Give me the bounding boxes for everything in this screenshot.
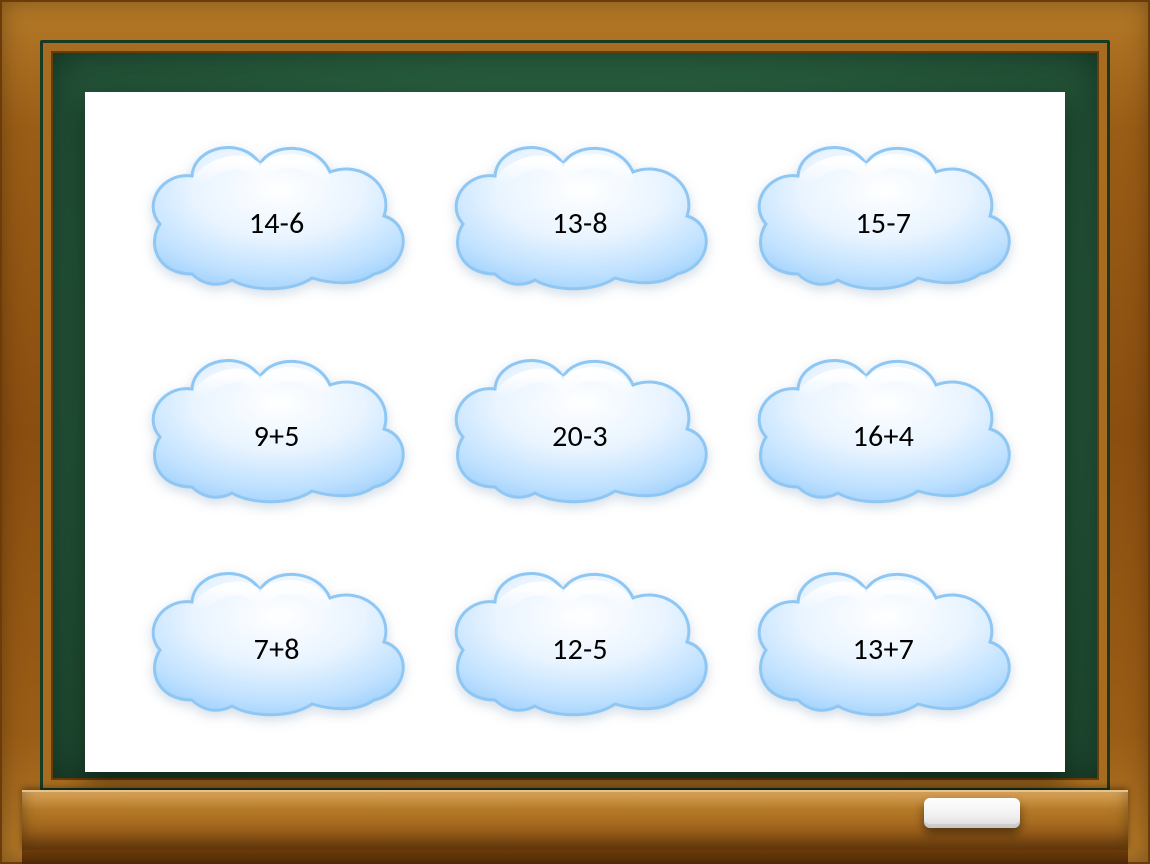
cloud-icon xyxy=(132,337,422,527)
cloud-icon xyxy=(738,550,1028,740)
cloud-cell: 16+4 xyxy=(738,337,1028,527)
stage: 14-6 13-8 xyxy=(0,0,1150,864)
cloud-cell: 14-6 xyxy=(132,124,422,314)
cloud-cell: 12-5 xyxy=(435,550,725,740)
cloud-cell: 15-7 xyxy=(738,124,1028,314)
eraser-icon xyxy=(924,798,1020,828)
cloud-cell: 13+7 xyxy=(738,550,1028,740)
slide-area: 14-6 13-8 xyxy=(85,92,1065,772)
cloud-grid: 14-6 13-8 xyxy=(130,122,1030,742)
cloud-cell: 13-8 xyxy=(435,124,725,314)
cloud-cell: 20-3 xyxy=(435,337,725,527)
cloud-icon xyxy=(738,337,1028,527)
cloud-icon xyxy=(132,550,422,740)
cloud-icon xyxy=(435,550,725,740)
cloud-cell: 9+5 xyxy=(132,337,422,527)
cloud-icon xyxy=(435,124,725,314)
cloud-icon xyxy=(132,124,422,314)
cloud-cell: 7+8 xyxy=(132,550,422,740)
cloud-icon xyxy=(435,337,725,527)
cloud-icon xyxy=(738,124,1028,314)
